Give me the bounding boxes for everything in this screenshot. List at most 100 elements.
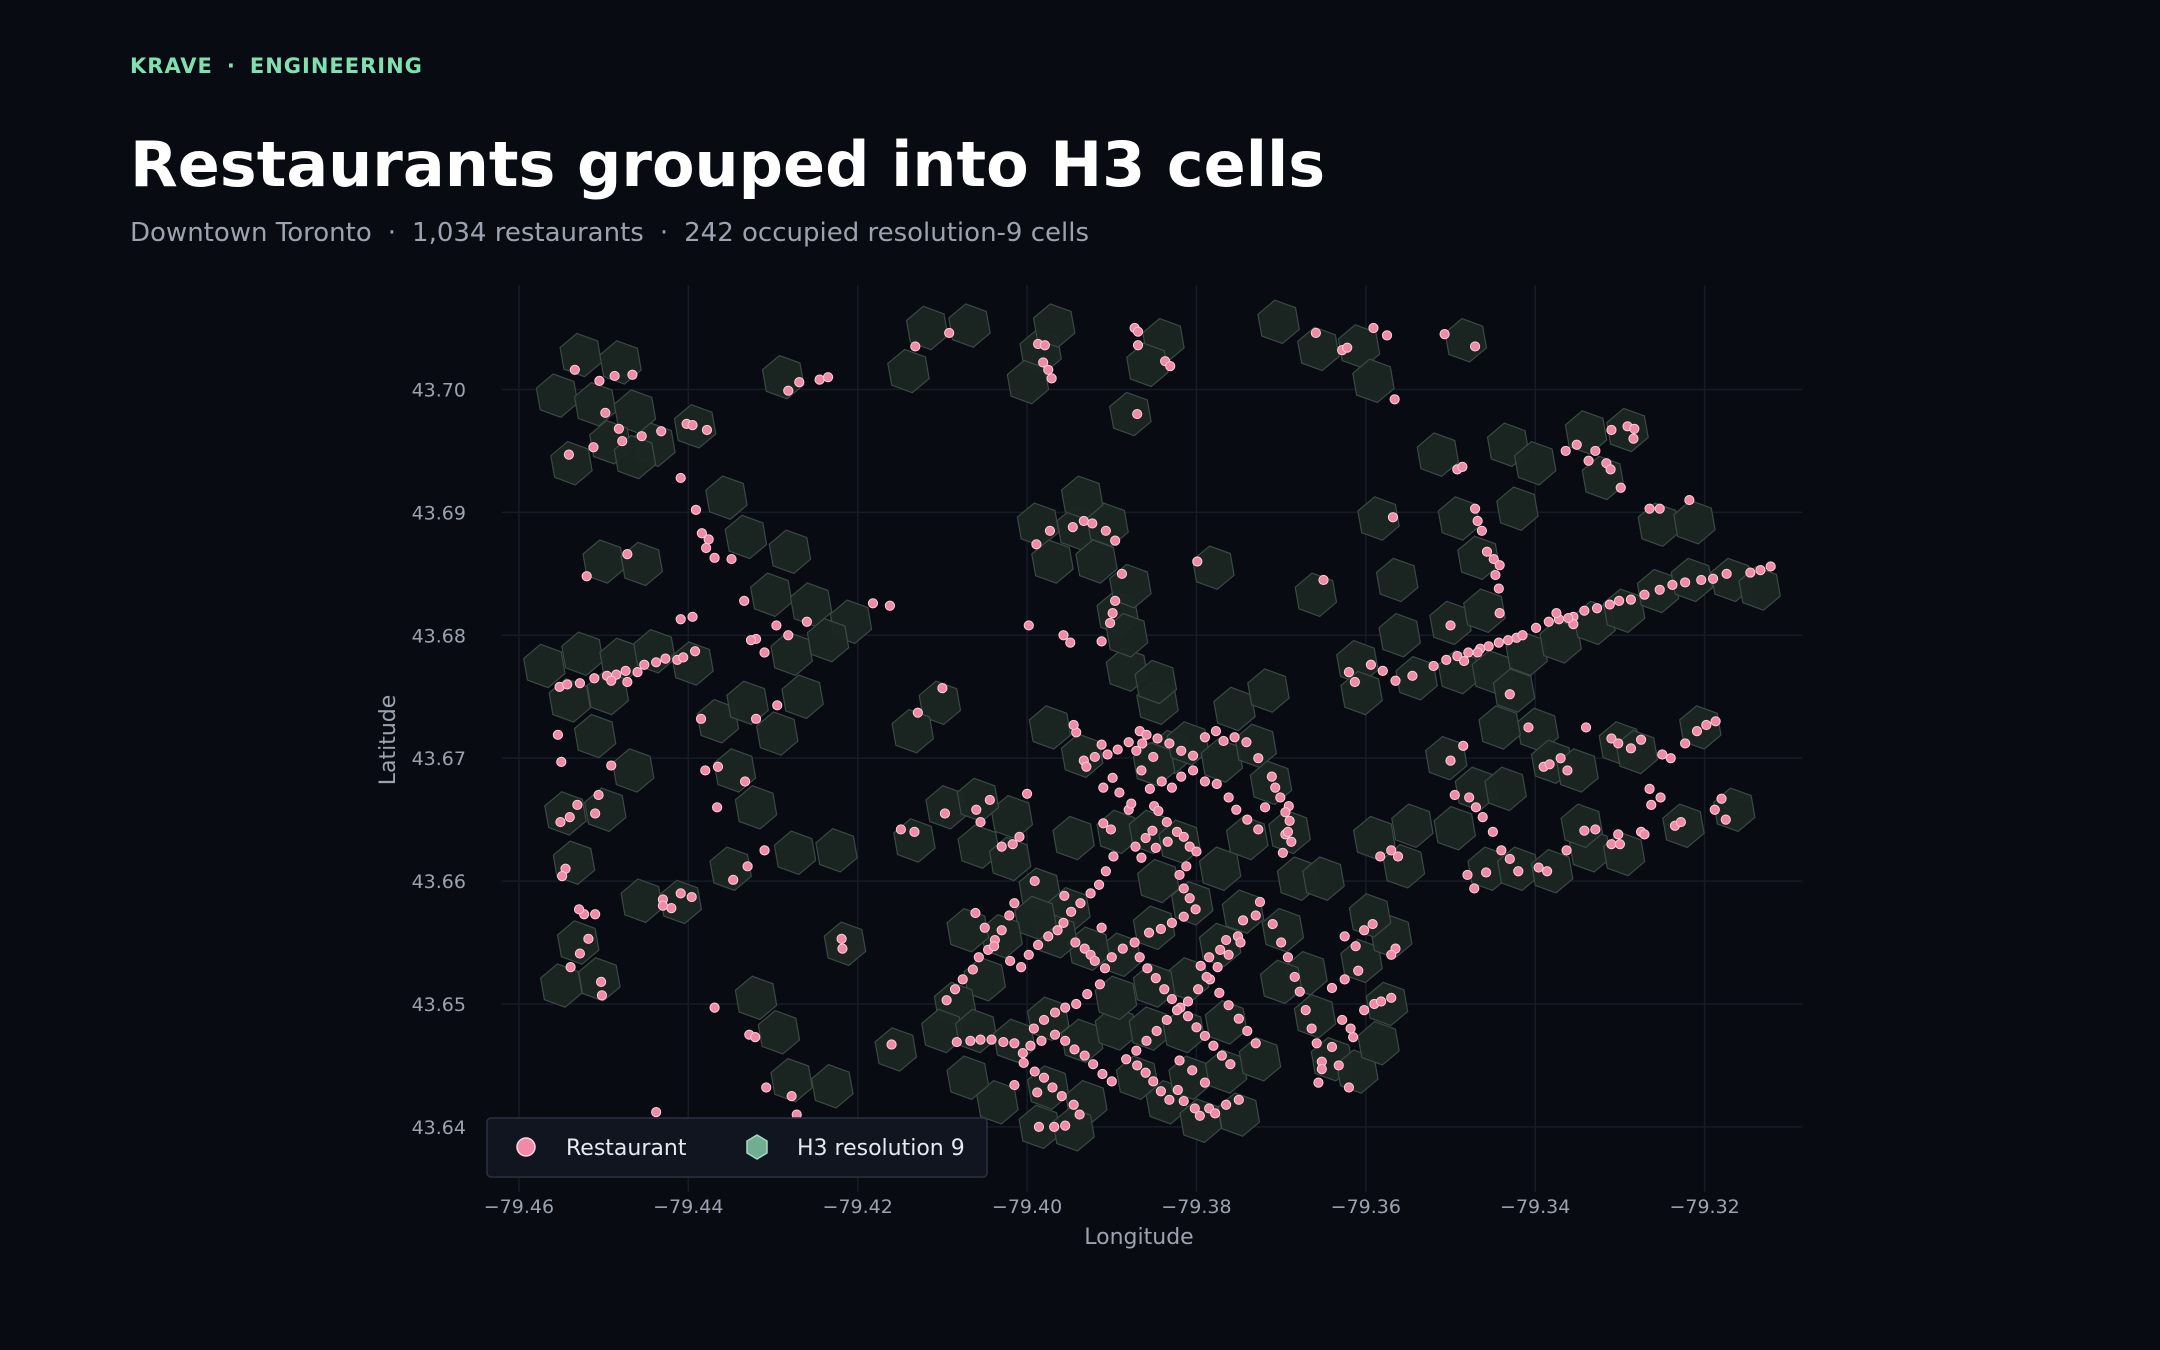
h3-cell [620,541,664,587]
restaurant-point [651,1107,662,1118]
restaurant-point [1058,917,1069,928]
restaurant-point [1211,778,1222,790]
restaurant-point [1477,812,1488,823]
h3-cell [1670,557,1714,603]
restaurant-point [1494,608,1505,619]
restaurant-point [1215,944,1226,955]
h3-cell [768,529,812,575]
restaurant-point [581,571,592,582]
h3-cell [1259,959,1303,1005]
restaurant-point [555,816,566,828]
h3-cell [948,303,991,348]
y-tick-label: 43.67 [412,748,466,770]
legend-restaurant-marker [516,1137,536,1157]
h3-cell [823,921,867,967]
restaurant-point [712,802,723,813]
restaurant-point [1071,998,1082,1010]
restaurant-point [709,552,720,563]
restaurant-point [1199,776,1211,787]
restaurant-point [1141,729,1152,740]
restaurant-point [1339,974,1350,985]
restaurant-point [1087,518,1098,529]
restaurant-point [1029,875,1040,887]
restaurant-point [1067,522,1078,533]
h3-cell [1132,963,1176,1008]
restaurant-point [1096,739,1107,750]
restaurant-point [1060,1120,1071,1131]
restaurant-point [1191,1022,1202,1033]
restaurant-point [1199,732,1211,743]
restaurant-point [1654,584,1665,595]
h3-cell [1357,496,1400,541]
restaurant-point [1625,594,1637,605]
restaurant-point [1162,836,1173,847]
restaurant-point [786,1091,797,1102]
restaurant-point [1254,896,1266,908]
h3-cell [705,475,748,520]
restaurant-point [1132,340,1144,351]
restaurant-point [1130,841,1141,852]
restaurant-point [1104,617,1116,629]
restaurant-point [1233,1013,1244,1024]
restaurant-point [1129,937,1140,948]
h3-cell [559,332,603,378]
h3-cell [946,1055,990,1101]
restaurant-point [1504,853,1515,865]
h3-cell [734,785,778,830]
restaurant-point [1140,832,1151,844]
restaurant-point [1172,1084,1183,1096]
subtitle-dot: · [387,218,397,248]
section-label: ENGINEERING [249,54,423,78]
restaurant-point [1458,740,1469,751]
h3-cell [1391,803,1434,849]
restaurant-point [1348,1032,1359,1043]
h3-cell [1602,831,1646,877]
restaurant-point [750,713,762,724]
restaurant-point [1166,782,1178,793]
restaurant-point [1112,744,1123,755]
restaurant-point [1387,512,1399,523]
restaurant-point [1439,329,1450,340]
restaurant-point [949,984,961,995]
restaurant-point [1199,1077,1211,1088]
h3-cell [1052,815,1095,861]
restaurant-point [1639,829,1650,840]
restaurant-point [837,943,848,954]
restaurant-point [1178,911,1189,922]
restaurant-point [783,385,794,396]
restaurant-point [988,941,1000,952]
restaurant-point [1218,735,1229,747]
restaurant-point [937,683,948,694]
restaurant-point [1089,751,1100,763]
restaurant-point [1085,888,1096,899]
h3-cell [1075,539,1118,584]
restaurant-point [594,375,605,386]
restaurant-point [1665,753,1676,764]
x-tick-label: −79.40 [992,1196,1062,1218]
restaurant-point [1276,937,1287,948]
restaurant-point [1204,952,1215,963]
h3-cell [905,305,949,351]
restaurant-point [1005,955,1016,967]
restaurant-point [1142,963,1153,974]
restaurant-point [1483,641,1494,652]
h3-cell [1204,1000,1248,1045]
restaurant-point [998,1036,1009,1048]
restaurant-point [1029,1066,1040,1077]
restaurant-point [1590,824,1601,835]
restaurant-point [1493,583,1504,594]
restaurant-point [651,657,662,668]
restaurant-point [1176,771,1187,782]
h3-cells-layer [523,299,1781,1152]
restaurant-point [1193,984,1204,995]
restaurant-point [1275,792,1286,803]
restaurant-point [1313,1077,1324,1088]
restaurant-point [1604,599,1615,610]
restaurant-point [1164,738,1175,749]
restaurant-point [1065,637,1076,648]
restaurant-point [1223,1000,1234,1011]
restaurant-point [1032,939,1044,951]
y-tick-label: 43.69 [412,502,466,524]
restaurant-point [1208,1040,1219,1051]
legend-box [486,1117,988,1178]
